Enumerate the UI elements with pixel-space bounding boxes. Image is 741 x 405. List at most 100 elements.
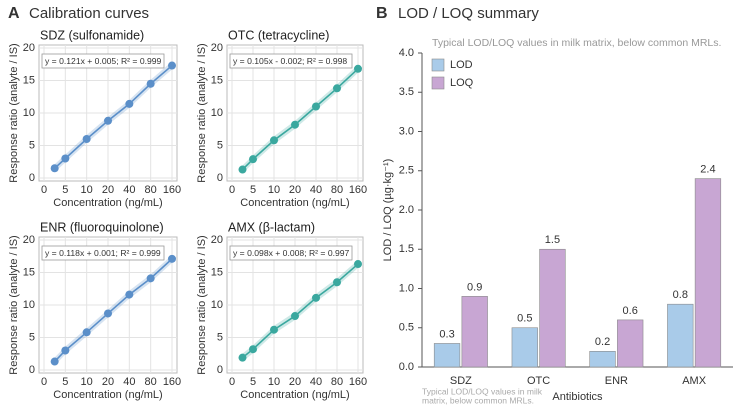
y-tick-label: 15: [23, 266, 35, 278]
y-tick-label: 0: [217, 364, 223, 376]
chart-title: ENR (fluoroquinolone): [40, 220, 164, 234]
y-tick-label: 20: [211, 234, 223, 246]
y-tick-label: 4.0: [399, 47, 414, 59]
x-axis-label: Antibiotics: [552, 391, 603, 403]
value-label: 0.5: [517, 313, 532, 325]
equation: y = 0.098x + 0.008; R² = 0.997: [233, 248, 350, 258]
data-point: [146, 79, 155, 88]
value-label: 1.5: [545, 234, 560, 246]
y-tick-label: 5: [217, 331, 223, 343]
y-tick-label: 20: [23, 42, 35, 54]
data-point: [82, 328, 91, 337]
bar: [667, 303, 694, 368]
x-tick-label: 160: [163, 184, 181, 196]
legend-swatch: [431, 58, 445, 72]
y-tick-label: 20: [23, 234, 35, 246]
y-tick-label: 0.5: [399, 322, 414, 334]
bar: [539, 248, 566, 368]
x-tick-label: 20: [289, 184, 301, 196]
y-tick-label: 10: [23, 299, 35, 311]
data-point: [125, 290, 134, 299]
x-tick-label: 40: [123, 184, 135, 196]
data-point: [270, 136, 278, 145]
x-tick-label: 5: [250, 376, 256, 388]
y-tick-label: 2.5: [399, 165, 414, 177]
data-point: [104, 116, 112, 125]
data-point: [146, 274, 155, 283]
x-tick-label: 40: [310, 376, 322, 388]
y-axis-label: Response ratio (analyte / IS): [8, 235, 20, 374]
y-tick-label: 0: [29, 364, 35, 376]
bar: [589, 350, 616, 368]
bar: [617, 319, 644, 368]
x-tick-label: 0: [41, 184, 47, 196]
legend-swatch: [431, 76, 445, 90]
y-axis-label: Response ratio (analyte / IS): [196, 235, 208, 374]
x-tick-label: 0: [41, 376, 47, 388]
data-point: [50, 164, 59, 173]
x-tick-label: 20: [289, 376, 301, 388]
x-tick-label: 160: [163, 376, 181, 388]
value-label: 2.4: [700, 164, 715, 176]
x-tick-label: ENR: [605, 375, 628, 387]
x-tick-label: 0: [229, 184, 235, 196]
x-tick-label: 10: [81, 184, 93, 196]
data-point: [354, 260, 362, 269]
chart-subtitle: Typical LOD/LOQ values in milk matrix, b…: [432, 37, 721, 49]
bar: [511, 327, 538, 368]
y-tick-label: 1.0: [399, 282, 414, 294]
equation: y = 0.105x - 0.002; R² = 0.998: [233, 56, 347, 66]
data-point: [249, 345, 257, 354]
x-tick-label: 10: [268, 184, 280, 196]
value-label: 0.8: [673, 289, 688, 301]
confidence-band: [54, 254, 172, 366]
y-tick-label: 0: [29, 172, 35, 184]
data-point: [168, 61, 176, 70]
y-tick-label: 5: [29, 139, 35, 151]
data-point: [238, 165, 247, 174]
y-tick-label: 3.5: [399, 86, 414, 98]
y-tick-label: 5: [217, 139, 223, 151]
x-axis-label: Concentration (ng/mL): [240, 389, 349, 401]
y-tick-label: 5: [29, 331, 35, 343]
data-point: [82, 135, 91, 143]
y-tick-label: 1.5: [399, 243, 414, 255]
data-point: [270, 325, 278, 334]
x-tick-label: 80: [145, 376, 157, 388]
data-point: [291, 312, 299, 321]
y-tick-label: 10: [23, 107, 35, 119]
data-point: [312, 102, 320, 111]
x-tick-label: AMX: [682, 375, 707, 387]
data-point: [50, 357, 59, 366]
equation-box: [229, 245, 353, 261]
equation-box: [229, 53, 353, 69]
data-point: [249, 155, 257, 164]
y-tick-label: 2.0: [399, 204, 414, 216]
y-axis-label: Response ratio (analyte / IS): [196, 43, 208, 182]
x-tick-label: 40: [123, 376, 135, 388]
data-point: [168, 254, 176, 263]
data-point: [333, 278, 341, 287]
panel-title: Calibration curves: [29, 5, 149, 22]
y-tick-label: 20: [211, 42, 223, 54]
data-point: [333, 84, 341, 93]
x-tick-label: 20: [102, 184, 114, 196]
bar: [433, 343, 461, 368]
x-tick-label: 5: [62, 184, 68, 196]
bar: [461, 296, 488, 368]
x-tick-label: 10: [268, 376, 280, 388]
y-tick-label: 10: [211, 107, 223, 119]
data-point: [238, 353, 247, 362]
chart-title: AMX (β-lactam): [228, 220, 315, 234]
x-tick-label: OTC: [527, 375, 550, 387]
x-axis-label: Concentration (ng/mL): [53, 389, 162, 401]
data-point: [312, 293, 320, 302]
y-axis-label: Response ratio (analyte / IS): [8, 43, 20, 182]
value-label: 0.2: [595, 336, 610, 348]
data-point: [61, 154, 70, 163]
equation: y = 0.121x + 0.005; R² = 0.999: [45, 56, 162, 66]
x-tick-label: 5: [62, 376, 68, 388]
y-tick-label: 0.0: [399, 361, 414, 373]
x-tick-label: SDZ: [450, 375, 472, 387]
